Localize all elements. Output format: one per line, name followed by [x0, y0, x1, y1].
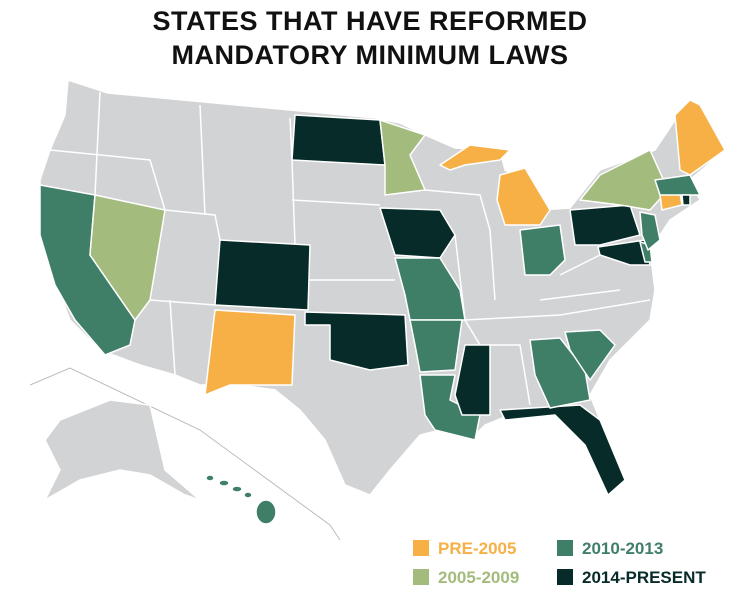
inset-border	[29, 367, 341, 541]
state	[439, 144, 511, 171]
state	[89, 194, 166, 321]
state	[204, 309, 296, 396]
state	[569, 204, 641, 246]
legend-label: PRE-2005	[438, 539, 516, 558]
state	[214, 239, 311, 311]
legend-swatch	[557, 540, 573, 556]
state	[419, 374, 481, 441]
state	[255, 499, 277, 525]
state	[674, 99, 726, 176]
title-line: MANDATORY MINIMUM LAWS	[172, 40, 569, 70]
state	[639, 211, 661, 251]
state	[304, 311, 409, 371]
state	[496, 167, 551, 226]
legend-label: 2005-2009	[438, 568, 519, 587]
legend-label: 2010-2013	[582, 539, 663, 558]
states	[39, 99, 726, 525]
state	[499, 404, 626, 496]
state	[597, 239, 651, 266]
state	[205, 474, 215, 482]
legend: PRE-2005 2010-2013 2005-2009 2014-PRESENT	[413, 539, 706, 587]
state	[529, 337, 591, 409]
state	[379, 119, 426, 196]
state	[654, 174, 701, 196]
title-line: STATES THAT HAVE REFORMED	[153, 6, 588, 36]
legend-swatch	[413, 569, 429, 585]
state	[379, 207, 456, 259]
legend-swatch	[413, 540, 429, 556]
state	[564, 329, 616, 381]
state	[231, 485, 243, 493]
state	[394, 257, 466, 321]
state	[454, 344, 491, 416]
legend-swatch	[557, 569, 573, 585]
state	[681, 194, 691, 206]
state	[291, 114, 386, 166]
state	[218, 479, 230, 487]
state	[243, 491, 253, 499]
alaska	[43, 399, 201, 502]
state	[519, 224, 566, 276]
state	[409, 319, 463, 373]
legend-label: 2014-PRESENT	[582, 568, 706, 587]
